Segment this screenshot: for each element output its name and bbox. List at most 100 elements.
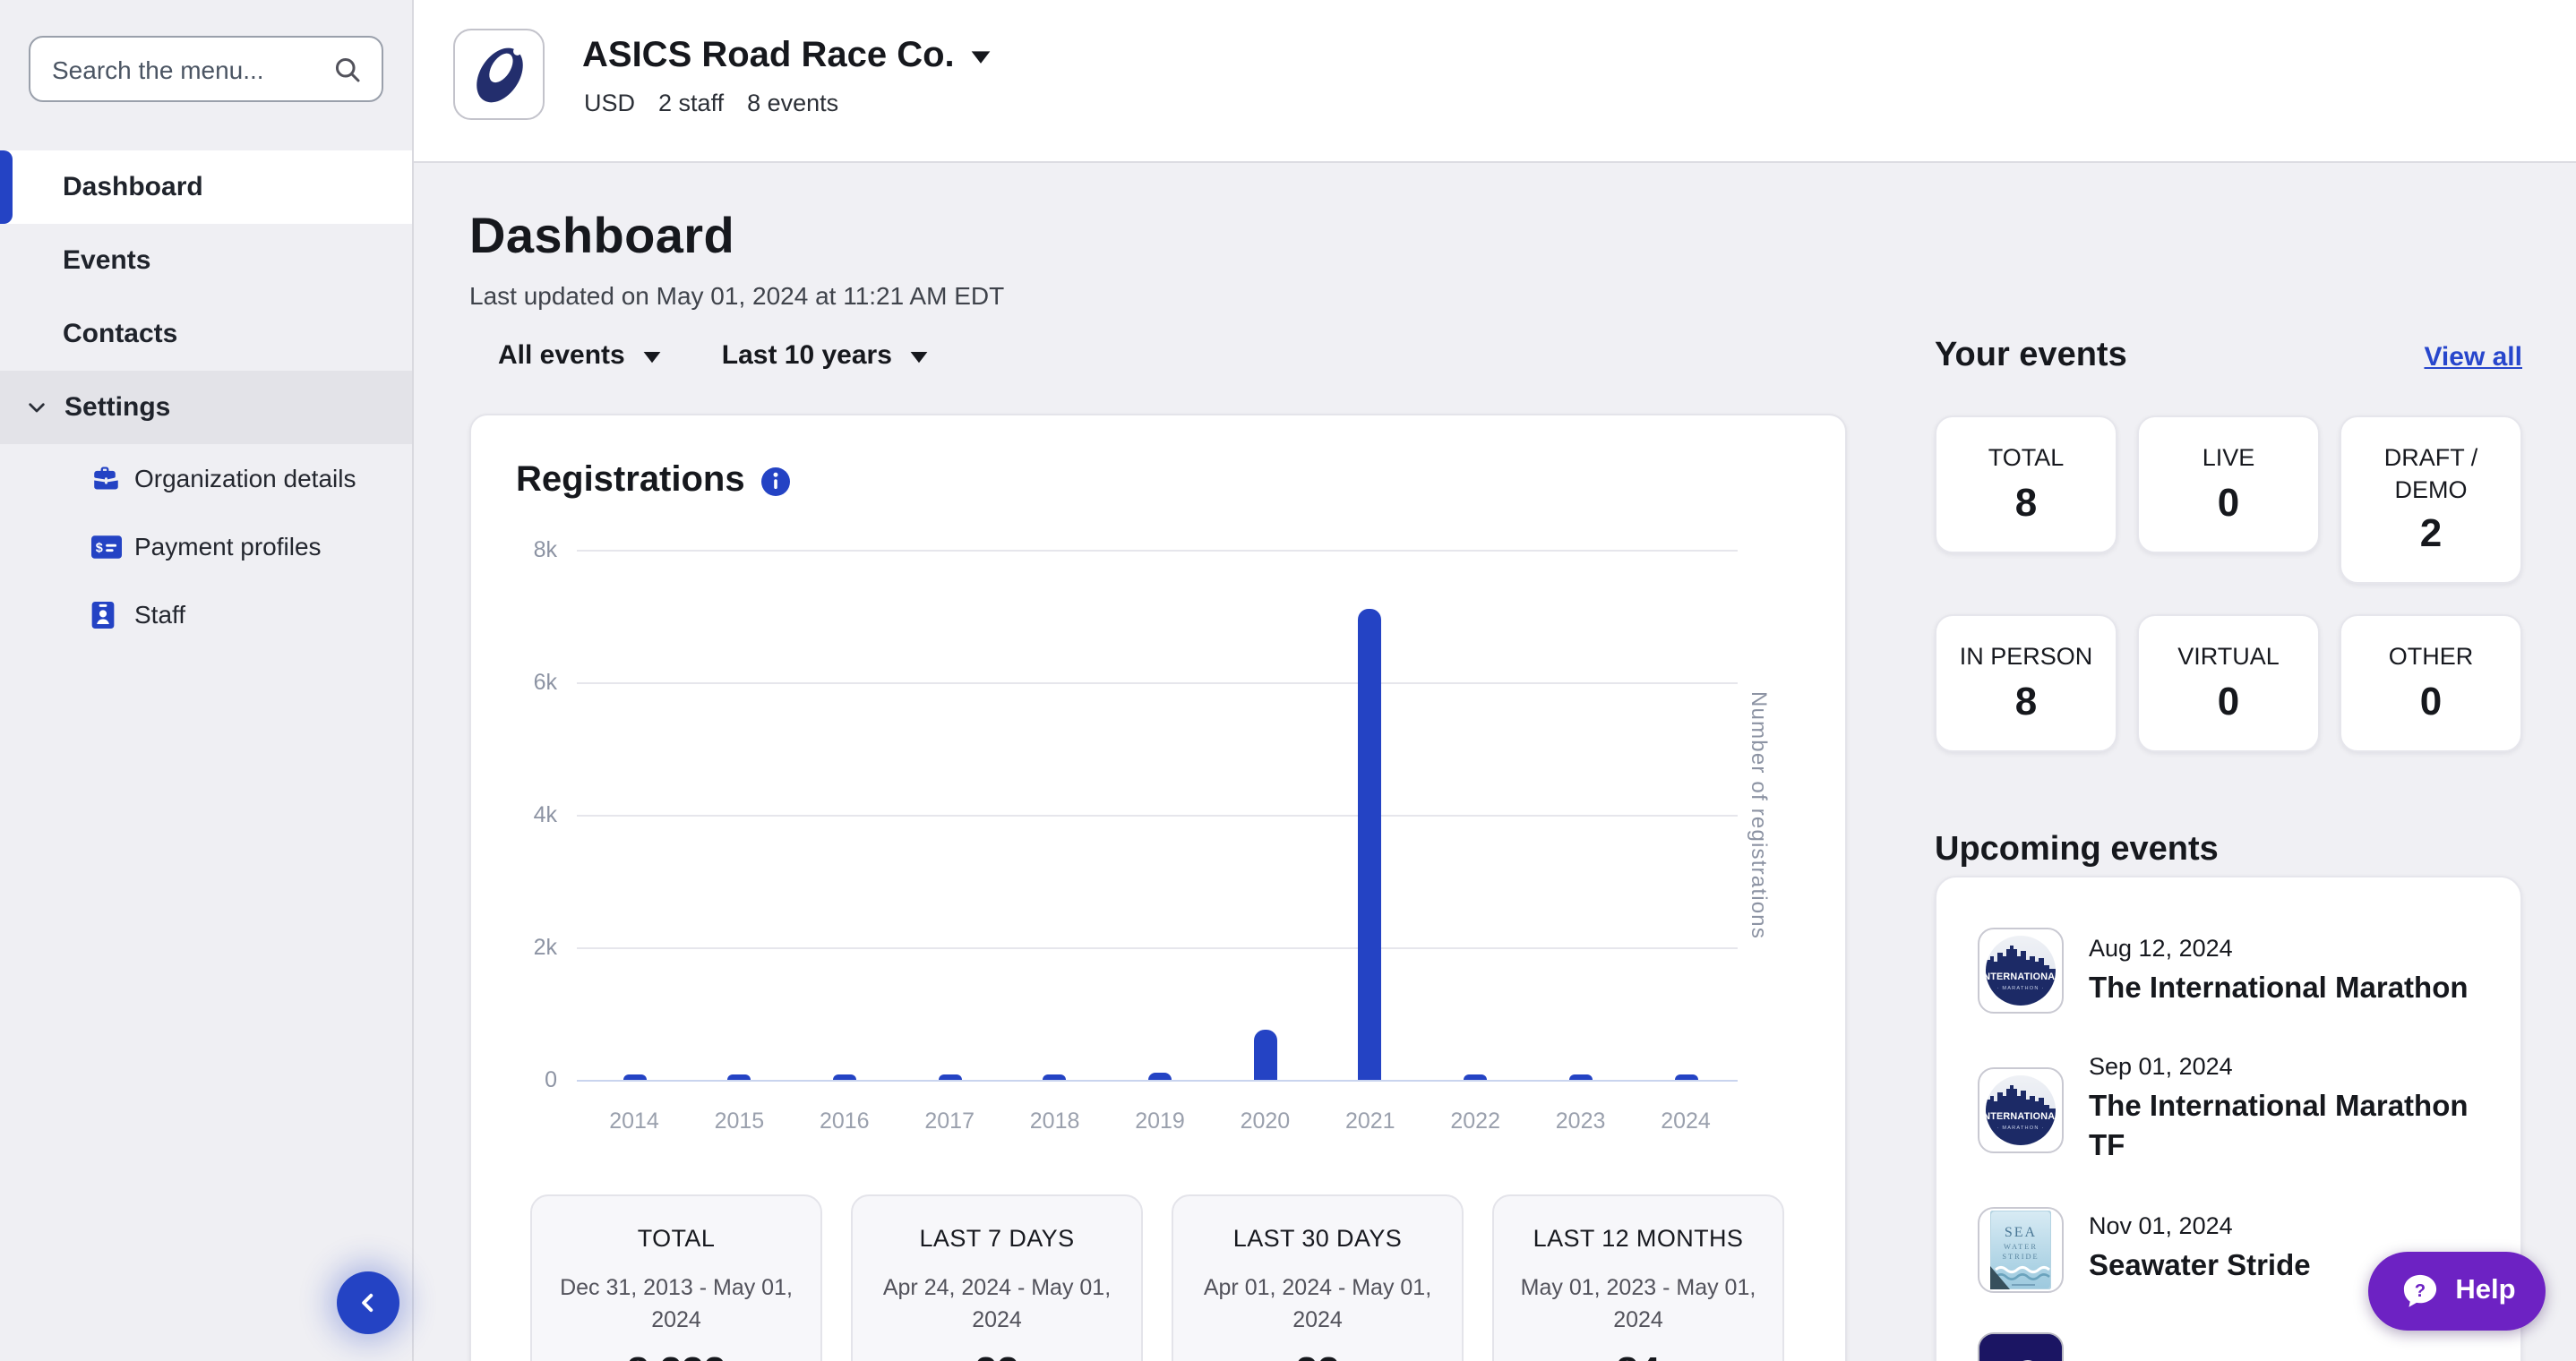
briefcase-icon — [91, 466, 124, 491]
stat-card-last-30-days: LAST 30 DAYS Apr 01, 2024 - May 01, 2024 2… — [1172, 1194, 1464, 1361]
sidebar-subitem-label: Organization details — [134, 464, 356, 492]
org-logo — [453, 29, 545, 120]
event-date: Nov 01, 2024 — [2089, 1212, 2233, 1240]
org-name: ASICS Road Race Co. — [582, 36, 955, 75]
svg-text:INTERNATIONAL: INTERNATIONAL — [1983, 972, 2058, 983]
org-switcher[interactable]: ASICS Road Race Co. — [582, 36, 991, 77]
last-updated-text: Last updated on May 01, 2024 at 11:21 AM… — [469, 281, 1005, 310]
bar-2014 — [623, 1074, 646, 1080]
payment-card-icon: $ — [91, 535, 124, 558]
x-tick-label: 2019 — [1135, 1108, 1185, 1134]
your-events-card-virtual[interactable]: VIRTUAL 0 — [2137, 614, 2320, 753]
sidebar-subitem-organization-details[interactable]: Organization details — [0, 444, 412, 512]
card-value: 0 — [2217, 679, 2240, 724]
stat-card-last-12-months: LAST 12 MONTHS May 01, 2023 - May 01, 2024… — [1492, 1194, 1784, 1361]
sidebar-item-dashboard[interactable]: Dashboard — [0, 150, 412, 224]
svg-text:SEA: SEA — [2005, 1225, 2037, 1240]
x-tick-label: 2023 — [1555, 1108, 1606, 1134]
seawater-stride-logo: SEA WATER STRIDE — [1978, 1206, 2064, 1293]
upcoming-event-row[interactable]: INTERNATIONAL · MARATHON · Aug 12, 2024 The… — [1978, 928, 2499, 1014]
gridline-8k — [577, 550, 1738, 552]
chart-y-axis-label: Number of registrations — [1747, 690, 1772, 939]
card-label: LIVE — [2202, 444, 2255, 471]
card-label: IN PERSON — [1959, 643, 2093, 671]
international-marathon-logo: INTERNATIONAL · MARATHON · — [1978, 1067, 2064, 1154]
stat-value: 84 — [1512, 1349, 1765, 1361]
date-range-filter-label: Last 10 years — [721, 340, 892, 371]
svg-text:$: $ — [96, 541, 103, 555]
help-button[interactable]: ? Help — [2368, 1252, 2546, 1331]
sidebar-item-settings[interactable]: Settings — [0, 371, 412, 444]
gridline-2k — [577, 947, 1738, 949]
search-icon[interactable] — [331, 53, 382, 85]
stat-date-range: Dec 31, 2013 - May 01, 2024 — [560, 1275, 793, 1333]
sidebar-menu: Dashboard Events Contacts Settings Organizat… — [0, 150, 412, 648]
your-events-card-live[interactable]: LIVE 0 — [2137, 415, 2320, 553]
upcoming-events-title: Upcoming events — [1935, 831, 2219, 869]
svg-text:?: ? — [2414, 1281, 2425, 1301]
sidebar: Dashboard Events Contacts Settings Organizat… — [0, 0, 414, 1361]
stat-date-range: Apr 24, 2024 - May 01, 2024 — [882, 1275, 1112, 1333]
svg-text:WATER: WATER — [2004, 1243, 2038, 1251]
stat-date-range: Apr 01, 2024 - May 01, 2024 — [1203, 1275, 1432, 1333]
x-tick-label: 2020 — [1240, 1108, 1291, 1134]
stat-label: LAST 7 DAYS — [919, 1225, 1075, 1252]
main-content: Dashboard Last updated on May 01, 2024 a… — [414, 163, 2576, 1361]
events-filter-dropdown[interactable]: All events — [498, 340, 661, 371]
org-currency: USD — [584, 90, 636, 116]
x-tick-label: 2017 — [924, 1108, 975, 1134]
sidebar-item-events[interactable]: Events — [0, 224, 412, 297]
card-label: OTHER — [2388, 643, 2474, 671]
event-name: The International Marathon TF — [2089, 1091, 2469, 1163]
sidebar-collapse-button[interactable] — [337, 1271, 399, 1334]
registrations-card: Registrations Number of registrations TO… — [469, 414, 1847, 1361]
stat-label: LAST 12 MONTHS — [1533, 1225, 1744, 1252]
help-bubble-icon: ? — [2398, 1270, 2441, 1313]
upcoming-event-row[interactable]: SEA WATER STRIDE Nov 01, 2024 Seawater Strid… — [1978, 1206, 2499, 1293]
upcoming-event-row[interactable]: Apr 30, 2025 — [1978, 1331, 2499, 1361]
info-icon[interactable] — [760, 467, 790, 495]
card-value: 8 — [2014, 679, 2038, 724]
chevron-left-icon — [356, 1291, 380, 1314]
bar-2024 — [1674, 1074, 1697, 1080]
date-range-filter-dropdown[interactable]: Last 10 years — [722, 340, 928, 371]
sidebar-subitem-payment-profiles[interactable]: $ Payment profiles — [0, 512, 412, 580]
upcoming-events-card: INTERNATIONAL · MARATHON · Aug 12, 2024 The… — [1935, 876, 2522, 1361]
upcoming-event-row[interactable]: INTERNATIONAL · MARATHON · Sep 01, 2024 The… — [1978, 1054, 2499, 1168]
card-value: 0 — [2217, 479, 2240, 525]
chart-title: Registrations — [516, 460, 745, 500]
event-name: Seawater Stride — [2089, 1250, 2311, 1283]
x-tick-label: 2022 — [1450, 1108, 1500, 1134]
y-tick-label: 2k — [533, 935, 557, 960]
x-tick-label: 2015 — [714, 1108, 765, 1134]
right-panel: Your events View all TOTAL 8 LIVE 0 DRAFT / … — [1935, 337, 2522, 1361]
sidebar-subitem-staff[interactable]: Staff — [0, 580, 412, 648]
your-events-card-in-person[interactable]: IN PERSON 8 — [1935, 614, 2117, 753]
your-events-card-other[interactable]: OTHER 0 — [2340, 614, 2522, 753]
registration-stat-cards: TOTAL Dec 31, 2013 - May 01,2024 8,232 LAST… — [530, 1194, 1784, 1361]
gridline-0 — [577, 1080, 1738, 1082]
svg-text:INTERNATIONAL: INTERNATIONAL — [1983, 1111, 2058, 1122]
stat-date-range: May 01, 2023 - May 01, 2024 — [1520, 1275, 1756, 1333]
x-tick-label: 2016 — [819, 1108, 870, 1134]
sidebar-item-contacts[interactable]: Contacts — [0, 297, 412, 371]
your-events-title: Your events — [1935, 337, 2127, 374]
sidebar-item-label: Events — [63, 245, 151, 276]
search-input[interactable] — [30, 55, 331, 83]
sidebar-subitem-label: Payment profiles — [134, 532, 322, 561]
bar-2018 — [1043, 1074, 1067, 1080]
active-indicator — [0, 150, 13, 224]
stat-value: 8,232 — [550, 1349, 803, 1361]
your-events-card-draft-demo[interactable]: DRAFT / DEMO 2 — [2340, 415, 2522, 585]
org-staff-count: 2 staff — [658, 90, 725, 116]
stat-card-last-7-days: LAST 7 DAYS Apr 24, 2024 - May 01, 2024 22 — [851, 1194, 1143, 1361]
card-value: 2 — [2419, 510, 2443, 556]
svg-text:· MARATHON ·: · MARATHON · — [1997, 987, 2045, 992]
your-events-card-total[interactable]: TOTAL 8 — [1935, 415, 2117, 553]
view-all-link[interactable]: View all — [2424, 342, 2522, 372]
dashboard-filters: All events Last 10 years — [498, 340, 2576, 371]
menu-search[interactable] — [29, 36, 383, 102]
y-tick-label: 4k — [533, 802, 557, 827]
svg-text:· MARATHON ·: · MARATHON · — [1997, 1126, 2045, 1131]
asics-logo-icon — [465, 40, 533, 108]
